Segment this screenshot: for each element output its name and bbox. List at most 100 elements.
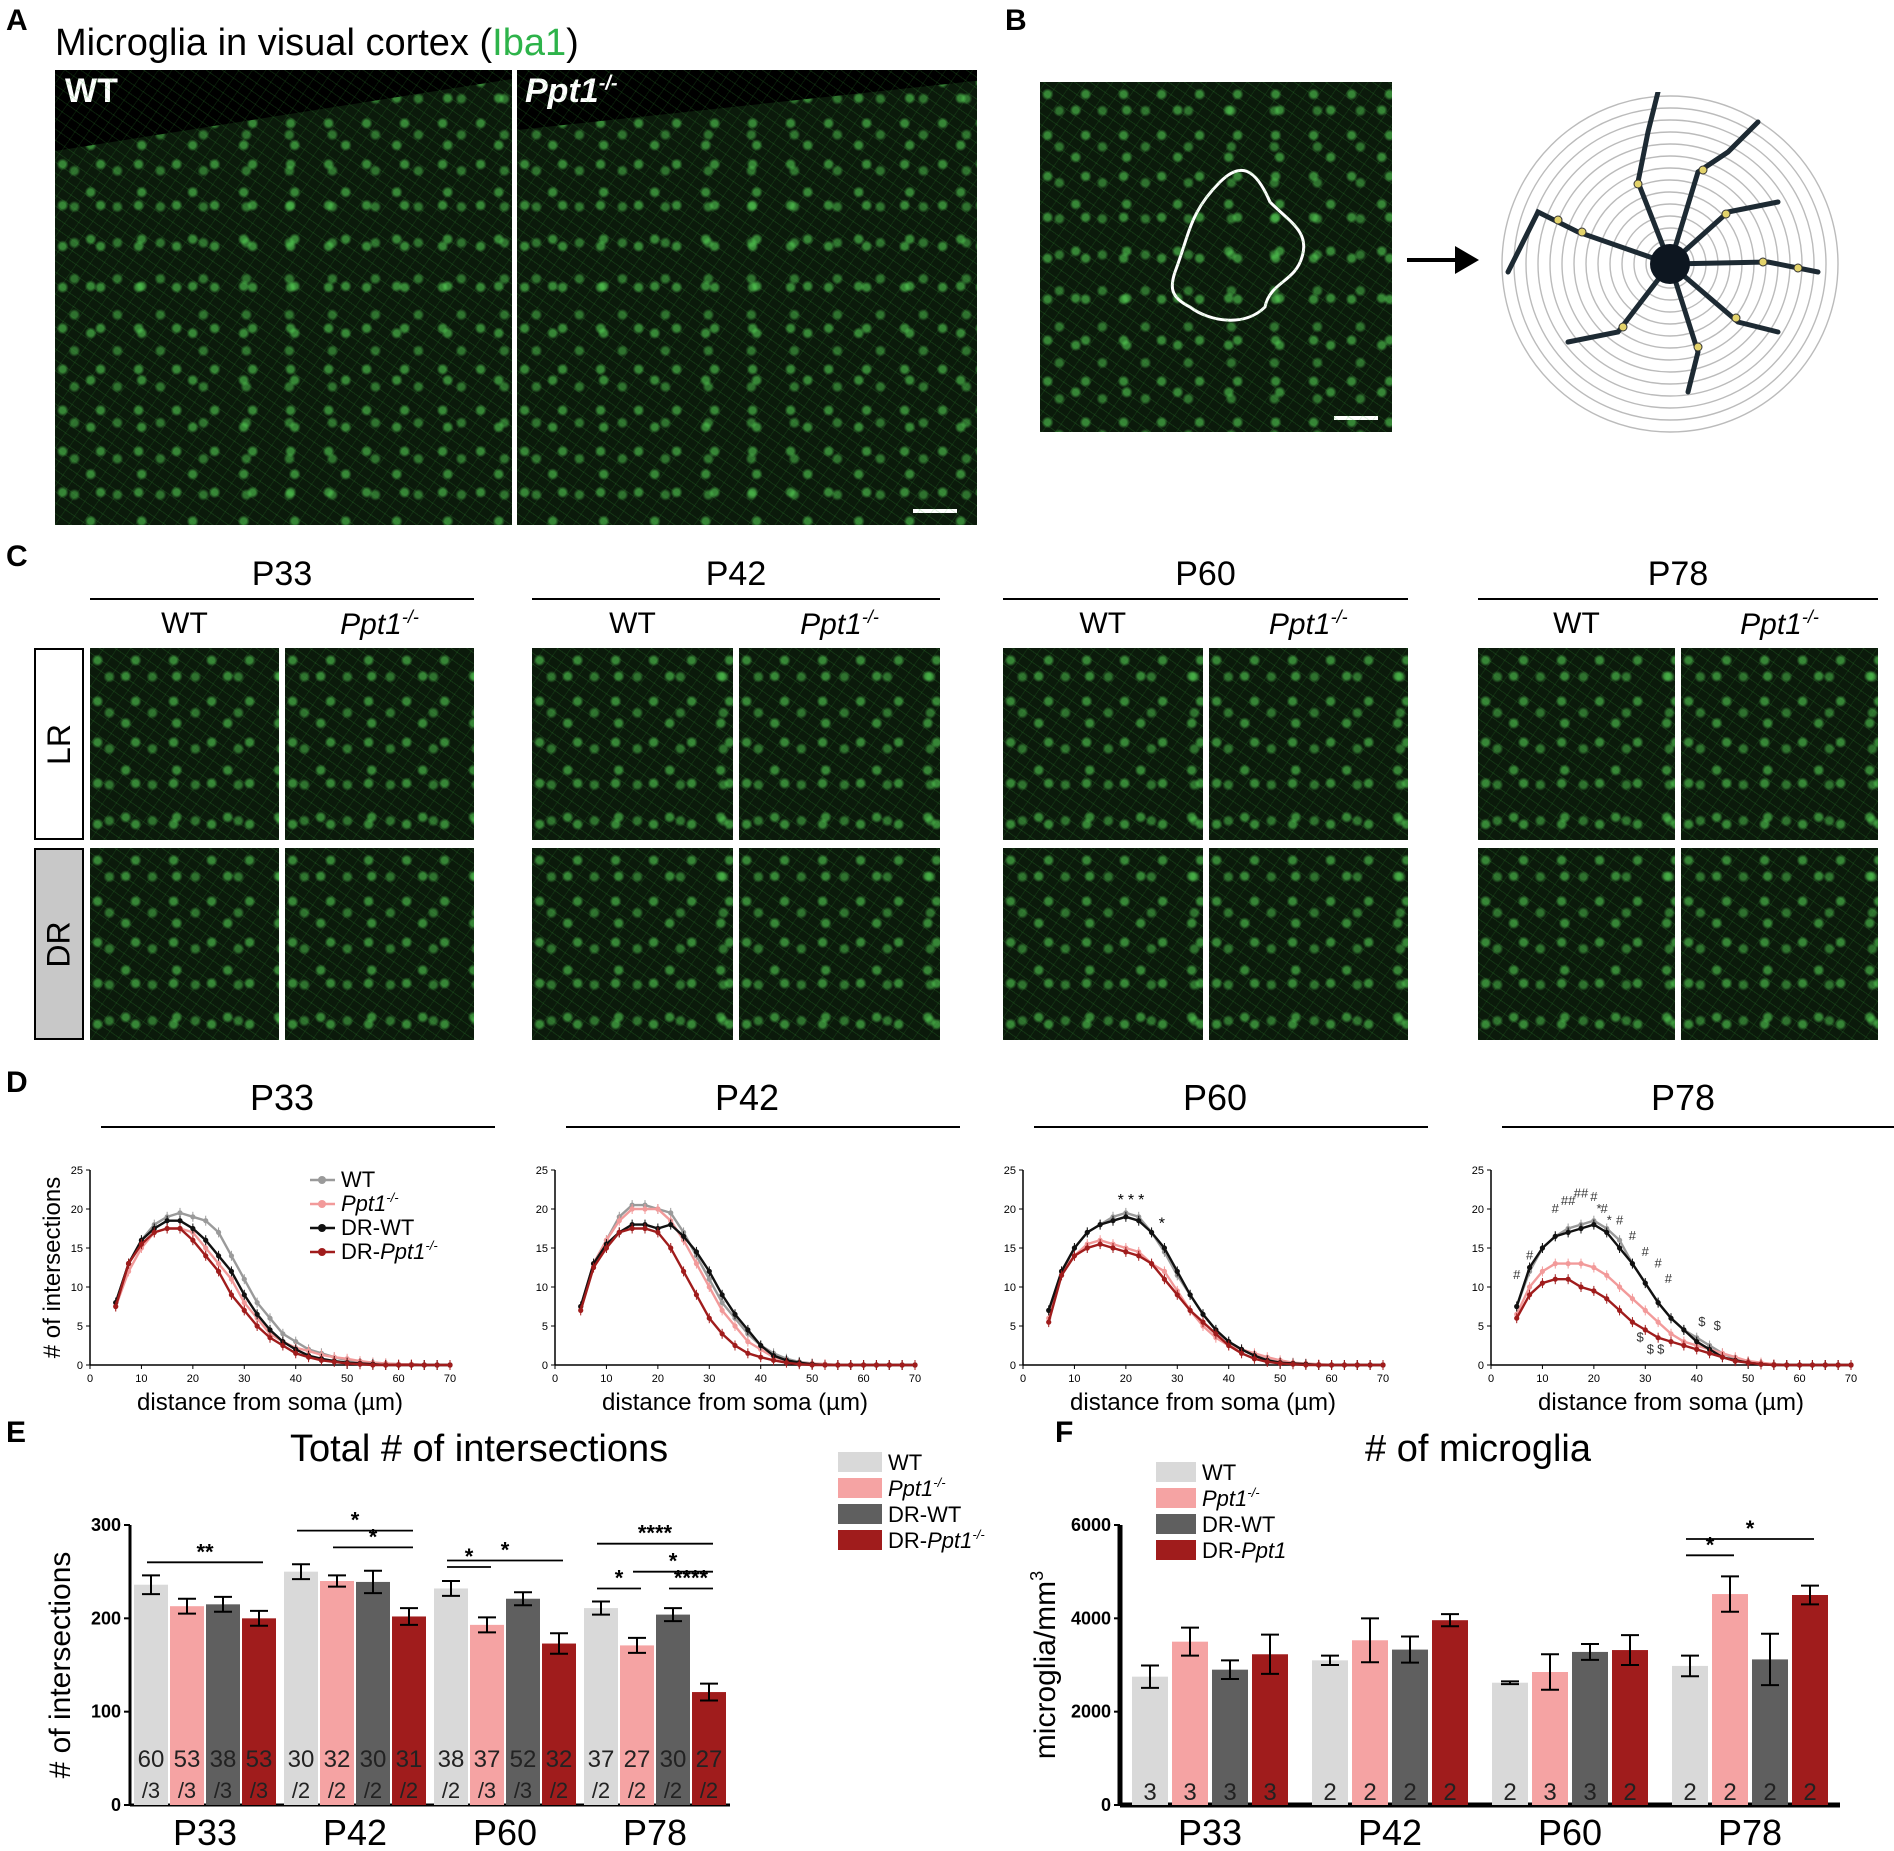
- y-tick-label: 15: [1004, 1243, 1016, 1255]
- bar-dr-wt-p33: [1212, 1669, 1248, 1805]
- n-label: /2: [364, 1778, 382, 1803]
- data-point: [655, 1206, 661, 1212]
- significance-marker: *: [465, 1544, 474, 1569]
- n-label: /3: [250, 1778, 268, 1803]
- data-point: [1110, 1218, 1116, 1224]
- genotype-ppt1-sup: -/-: [1330, 607, 1348, 627]
- scale-bar-b: [1334, 416, 1378, 420]
- data-point: [693, 1261, 700, 1267]
- sholl-chart-p33: P33 0 5 10 15 20 25 0 10 20 30 40 50 60 70 distance fro…: [39, 1077, 495, 1416]
- data-point: [758, 1342, 764, 1349]
- data-point: [1539, 1268, 1546, 1274]
- significance-marker: *: [1596, 1201, 1601, 1216]
- y-tick-label: 100: [91, 1702, 121, 1722]
- data-point: [1148, 1261, 1155, 1267]
- data-point: [668, 1210, 674, 1216]
- data-point: [1277, 1360, 1283, 1367]
- data-point: [732, 1311, 738, 1317]
- data-point: [1123, 1249, 1129, 1255]
- data-point: [1642, 1280, 1648, 1286]
- data-point: [745, 1350, 751, 1356]
- x-tick-label: 20: [187, 1373, 199, 1385]
- x-tick-label: 50: [1742, 1373, 1754, 1385]
- x-tick-label: 0: [87, 1373, 93, 1385]
- data-point: [1213, 1331, 1219, 1337]
- data-point: [1848, 1362, 1854, 1368]
- data-point: [1591, 1264, 1597, 1271]
- significance-marker: **: [196, 1539, 214, 1564]
- category-label-p33: P33: [1178, 1812, 1242, 1851]
- data-point: [1604, 1272, 1610, 1278]
- microglia-image-p60-dr-ppt1: [1208, 848, 1408, 1040]
- x-tick-label: 50: [1274, 1373, 1286, 1385]
- significance-marker: #: [1526, 1248, 1534, 1263]
- data-point: [1809, 1362, 1816, 1368]
- data-point: [1745, 1360, 1751, 1366]
- genotype-ppt1-text: Ppt1: [340, 608, 402, 641]
- significance-marker: *: [669, 1549, 678, 1574]
- significance-marker: #: [1665, 1271, 1673, 1286]
- data-point: [655, 1229, 661, 1235]
- data-point: [331, 1359, 337, 1365]
- data-point: [1328, 1362, 1335, 1368]
- legend-label: Ppt1-/-: [888, 1475, 946, 1501]
- y-tick-label: 5: [77, 1321, 83, 1333]
- significance-marker: $: [1657, 1341, 1665, 1356]
- legend-label-italic: Ppt1: [927, 1528, 972, 1553]
- data-point: [1367, 1362, 1373, 1368]
- y-tick-label: 5: [1478, 1321, 1484, 1333]
- n-label: 37: [588, 1746, 615, 1773]
- y-tick-label: 200: [91, 1608, 121, 1628]
- y-tick-label: 10: [71, 1282, 83, 1294]
- data-point: [1732, 1358, 1738, 1364]
- x-tick-label: 50: [341, 1373, 353, 1385]
- significance-marker: *: [1138, 1192, 1144, 1209]
- n-label: 27: [624, 1746, 651, 1773]
- legend-label: Ppt1-/-: [1202, 1485, 1260, 1511]
- x-tick-label: 10: [600, 1373, 612, 1385]
- legend-label: DR-Ppt1-/-: [888, 1527, 985, 1553]
- n-label: 2: [1323, 1779, 1336, 1806]
- data-point: [203, 1218, 209, 1224]
- n-label: 2: [1763, 1779, 1776, 1806]
- data-point: [1148, 1229, 1155, 1235]
- bar-dr-wt-p42: [1392, 1649, 1428, 1805]
- microglia-image-p42-dr-ppt1: [739, 848, 940, 1040]
- data-point: [783, 1360, 790, 1366]
- n-label: 30: [288, 1746, 315, 1773]
- legend-label: WT: [888, 1450, 922, 1475]
- y-tick-label: 25: [536, 1165, 548, 1177]
- data-point: [1616, 1284, 1623, 1290]
- y-tick-label: 15: [536, 1243, 548, 1255]
- y-tick-label: 25: [1004, 1165, 1016, 1177]
- y-tick-label: 0: [542, 1360, 548, 1372]
- microglia-image-p78-dr-ppt1: [1681, 848, 1878, 1040]
- n-label: /2: [400, 1778, 418, 1803]
- y-tick-label: 15: [71, 1243, 83, 1255]
- data-point: [203, 1237, 209, 1243]
- x-tick-label: 30: [703, 1373, 715, 1385]
- n-label: /2: [442, 1778, 460, 1803]
- genotype-label-ppt1: Ppt1-/-: [739, 607, 940, 642]
- data-point: [1681, 1327, 1687, 1333]
- bar-wt-p78: [1672, 1665, 1708, 1805]
- total-intersections-bar-chart: 0 100 200 300 60/3 53/3 38/3 53/3 P33 30/2 32/2 30 /…: [44, 1508, 730, 1851]
- data-point: [138, 1241, 145, 1247]
- series-line-dr-ppt1-: [1515, 1277, 1851, 1367]
- legend-sup: -/-: [1247, 1485, 1260, 1500]
- data-point: [1835, 1362, 1841, 1368]
- data-point: [408, 1362, 415, 1368]
- data-point: [1552, 1261, 1558, 1267]
- legend-swatch: [838, 1452, 882, 1472]
- data-point: [1706, 1350, 1713, 1356]
- x-tick-label: 20: [1588, 1373, 1600, 1385]
- significance-marker: $: [1714, 1318, 1722, 1333]
- data-point: [254, 1323, 260, 1329]
- panel-a-title-suffix: ): [566, 22, 579, 64]
- significance-marker: *: [369, 1524, 378, 1549]
- data-point: [1655, 1319, 1661, 1325]
- x-tick-label: 70: [909, 1373, 921, 1385]
- x-tick-label: 10: [135, 1373, 147, 1385]
- n-label: /3: [214, 1778, 232, 1803]
- data-point: [1071, 1253, 1078, 1259]
